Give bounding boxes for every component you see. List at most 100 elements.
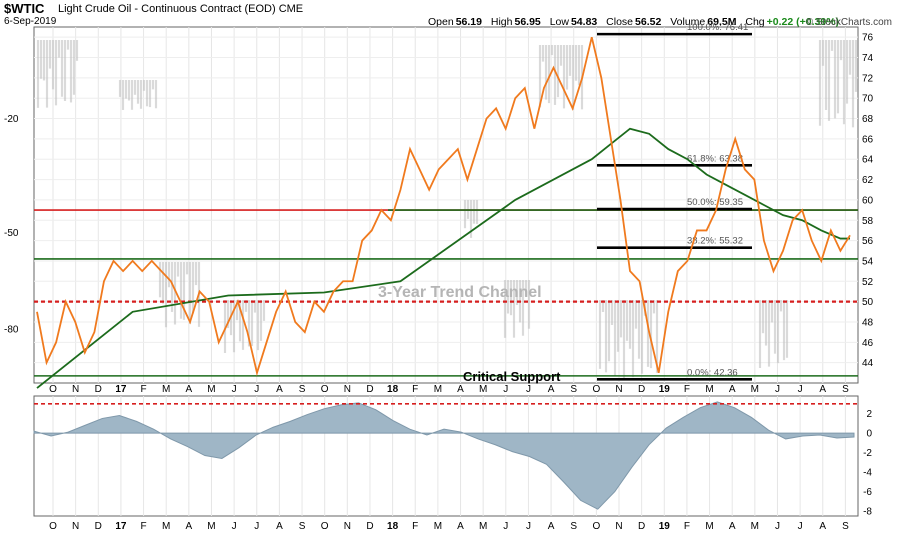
fib-level-label: 0.0%: 42.36	[687, 367, 738, 378]
x-tick-label: N	[615, 384, 622, 395]
chart-title: Light Crude Oil - Continuous Contract (E…	[58, 3, 304, 15]
x-tick-label: M	[479, 384, 487, 395]
x-tick-label: 19	[659, 384, 671, 395]
x-tick-label-lower: J	[775, 521, 780, 532]
volume-value: 69.5M	[707, 16, 737, 28]
main-panel	[33, 26, 859, 384]
momentum-tick-label: -2	[863, 448, 872, 459]
momentum-tick-label: 0	[866, 429, 872, 440]
x-tick-label-lower: S	[842, 521, 849, 532]
x-tick-label: F	[141, 384, 147, 395]
price-tick-label: 72	[862, 73, 874, 84]
x-tick-label-lower: D	[95, 521, 102, 532]
x-tick-label: M	[751, 384, 759, 395]
x-tick-label-lower: M	[479, 521, 487, 532]
price-tick-label: 48	[862, 317, 874, 328]
x-tick-label-lower: M	[751, 521, 759, 532]
x-tick-label: A	[186, 384, 193, 395]
price-tick-label: 66	[862, 134, 874, 145]
x-tick-label-lower: M	[434, 521, 442, 532]
x-tick-label: N	[72, 384, 79, 395]
price-tick-label: 56	[862, 236, 874, 247]
price-tick-label: 46	[862, 338, 874, 349]
x-tick-label: A	[276, 384, 283, 395]
x-tick-label-lower: J	[798, 521, 803, 532]
x-tick-label-lower: A	[186, 521, 193, 532]
x-tick-label: F	[684, 384, 690, 395]
trend-channel-label: 3-Year Trend Channel	[378, 284, 542, 301]
open-label: Open	[428, 16, 454, 28]
high-label: High	[490, 16, 513, 28]
price-tick-label: 52	[862, 277, 874, 288]
volume-label: Volume	[670, 16, 706, 28]
x-tick-label: S	[299, 384, 306, 395]
fib-level-label: 38.2%: 55.32	[687, 236, 743, 247]
x-tick-label-lower: D	[366, 521, 373, 532]
indicator-tick-label: -20	[4, 114, 19, 125]
momentum-tick-label: -8	[863, 507, 872, 518]
fib-level-label: 50.0%: 59.35	[687, 197, 743, 208]
x-tick-label: A	[729, 384, 736, 395]
x-tick-label-lower: A	[819, 521, 826, 532]
momentum-tick-label: -4	[863, 468, 872, 479]
x-tick-label-lower: O	[592, 521, 600, 532]
x-tick-label: O	[321, 384, 329, 395]
price-tick-label: 58	[862, 216, 874, 227]
fib-level-label: 61.8%: 63.38	[687, 153, 743, 164]
x-tick-label-lower: F	[412, 521, 418, 532]
x-tick-label: M	[434, 384, 442, 395]
high-value: 56.95	[514, 16, 541, 28]
x-tick-label-lower: S	[570, 521, 577, 532]
x-tick-label: J	[775, 384, 780, 395]
x-tick-label: J	[232, 384, 237, 395]
indicator-shading	[36, 40, 858, 378]
chart-date: 6-Sep-2019	[4, 16, 57, 27]
source-credit: © StockCharts.com	[805, 17, 892, 28]
moving-average-line	[36, 127, 850, 389]
price-tick-label: 76	[862, 33, 874, 44]
x-tick-label: A	[457, 384, 464, 395]
x-tick-label-lower: N	[344, 521, 351, 532]
x-tick-label: D	[366, 384, 373, 395]
x-tick-label-lower: 17	[115, 521, 127, 532]
x-tick-label-lower: S	[299, 521, 306, 532]
x-tick-label-lower: M	[705, 521, 713, 532]
x-tick-label-lower: A	[457, 521, 464, 532]
price-tick-label: 62	[862, 175, 874, 186]
price-tick-label: 44	[862, 358, 874, 369]
x-tick-label-lower: J	[503, 521, 508, 532]
x-tick-label-lower: F	[141, 521, 147, 532]
x-tick-label: M	[705, 384, 713, 395]
momentum-tick-label: 2	[866, 409, 872, 420]
x-tick-label-lower: A	[276, 521, 283, 532]
x-tick-label-lower: J	[254, 521, 259, 532]
x-tick-label: M	[207, 384, 215, 395]
x-tick-label: J	[526, 384, 531, 395]
x-tick-label: J	[503, 384, 508, 395]
x-tick-label: F	[412, 384, 418, 395]
fib-level-label: 100.0%: 76.41	[687, 22, 748, 33]
momentum-area	[33, 401, 855, 510]
x-tick-label-lower: N	[615, 521, 622, 532]
x-tick-label: D	[95, 384, 102, 395]
low-value: 54.83	[570, 16, 598, 28]
x-tick-label-lower: O	[49, 521, 57, 532]
x-tick-label: 17	[115, 384, 127, 395]
chg-value: +0.22 (+0.39%)	[766, 16, 840, 28]
price-tick-label: 60	[862, 195, 874, 206]
indicator-tick-label: -80	[4, 325, 19, 336]
x-tick-label: O	[592, 384, 600, 395]
x-tick-label: S	[842, 384, 849, 395]
close-label: Close	[606, 16, 634, 28]
x-tick-label: A	[819, 384, 826, 395]
chg-label: Chg	[745, 16, 765, 28]
x-tick-label-lower: N	[72, 521, 79, 532]
close-value: 56.52	[635, 16, 662, 28]
price-tick-label: 54	[862, 256, 874, 267]
x-tick-label-lower: A	[729, 521, 736, 532]
x-tick-label-lower: J	[232, 521, 237, 532]
price-tick-label: 68	[862, 114, 874, 125]
price-tick-label: 64	[862, 155, 874, 166]
momentum-tick-label: -6	[863, 487, 872, 498]
